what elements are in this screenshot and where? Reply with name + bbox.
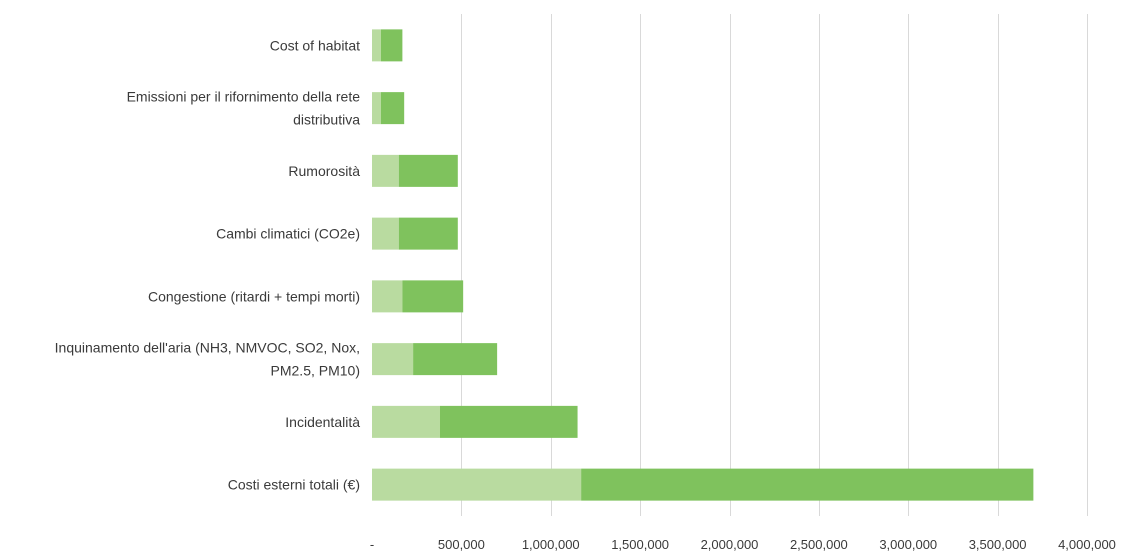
x-tick-label: - — [370, 537, 374, 552]
bar-segment — [402, 280, 464, 313]
x-axis-tick-labels: - 500,000 1,000,000 1,500,000 2,000,000 2,500… — [370, 537, 1116, 552]
x-tick-label: 3,000,000 — [879, 537, 937, 552]
bar-segment — [380, 29, 403, 62]
category-label: Cost of habitat — [270, 37, 360, 53]
bar-segment — [372, 405, 440, 438]
grid-lines — [461, 14, 1088, 516]
category-label: Incidentalità — [285, 414, 360, 430]
x-tick-label: 2,000,000 — [701, 537, 759, 552]
x-tick-label: 500,000 — [438, 537, 485, 552]
bar-segment — [372, 217, 399, 250]
category-label: Congestione (ritardi + tempi morti) — [148, 288, 360, 304]
bars — [372, 29, 1034, 501]
bar-segment — [372, 154, 399, 187]
bar-segment — [372, 280, 403, 313]
x-tick-label: 1,500,000 — [611, 537, 669, 552]
bar-segment — [372, 468, 582, 501]
bar-segment — [413, 343, 498, 376]
x-tick-label: 1,000,000 — [522, 537, 580, 552]
bar-segment — [581, 468, 1034, 501]
category-label: Costi esterni totali (€) — [228, 477, 360, 493]
x-tick-label: 4,000,000 — [1058, 537, 1116, 552]
category-label: Cambi climatici (CO2e) — [216, 226, 360, 242]
x-tick-label: 2,500,000 — [790, 537, 848, 552]
bar-segment — [439, 405, 578, 438]
category-labels: Cost of habitat Emissioni per il rifornim… — [55, 37, 361, 492]
bar-segment — [380, 92, 405, 125]
x-tick-label: 3,500,000 — [969, 537, 1027, 552]
category-label: Rumorosità — [288, 163, 360, 179]
category-label: Inquinamento dell'aria (NH3, NMVOC, SO2,… — [55, 340, 360, 379]
bar-segment — [372, 92, 381, 125]
category-label: Emissioni per il rifornimento della rete… — [127, 89, 361, 128]
bar-segment — [372, 343, 414, 376]
bar-segment — [398, 154, 458, 187]
bar-segment — [398, 217, 458, 250]
bar-segment — [372, 29, 381, 62]
